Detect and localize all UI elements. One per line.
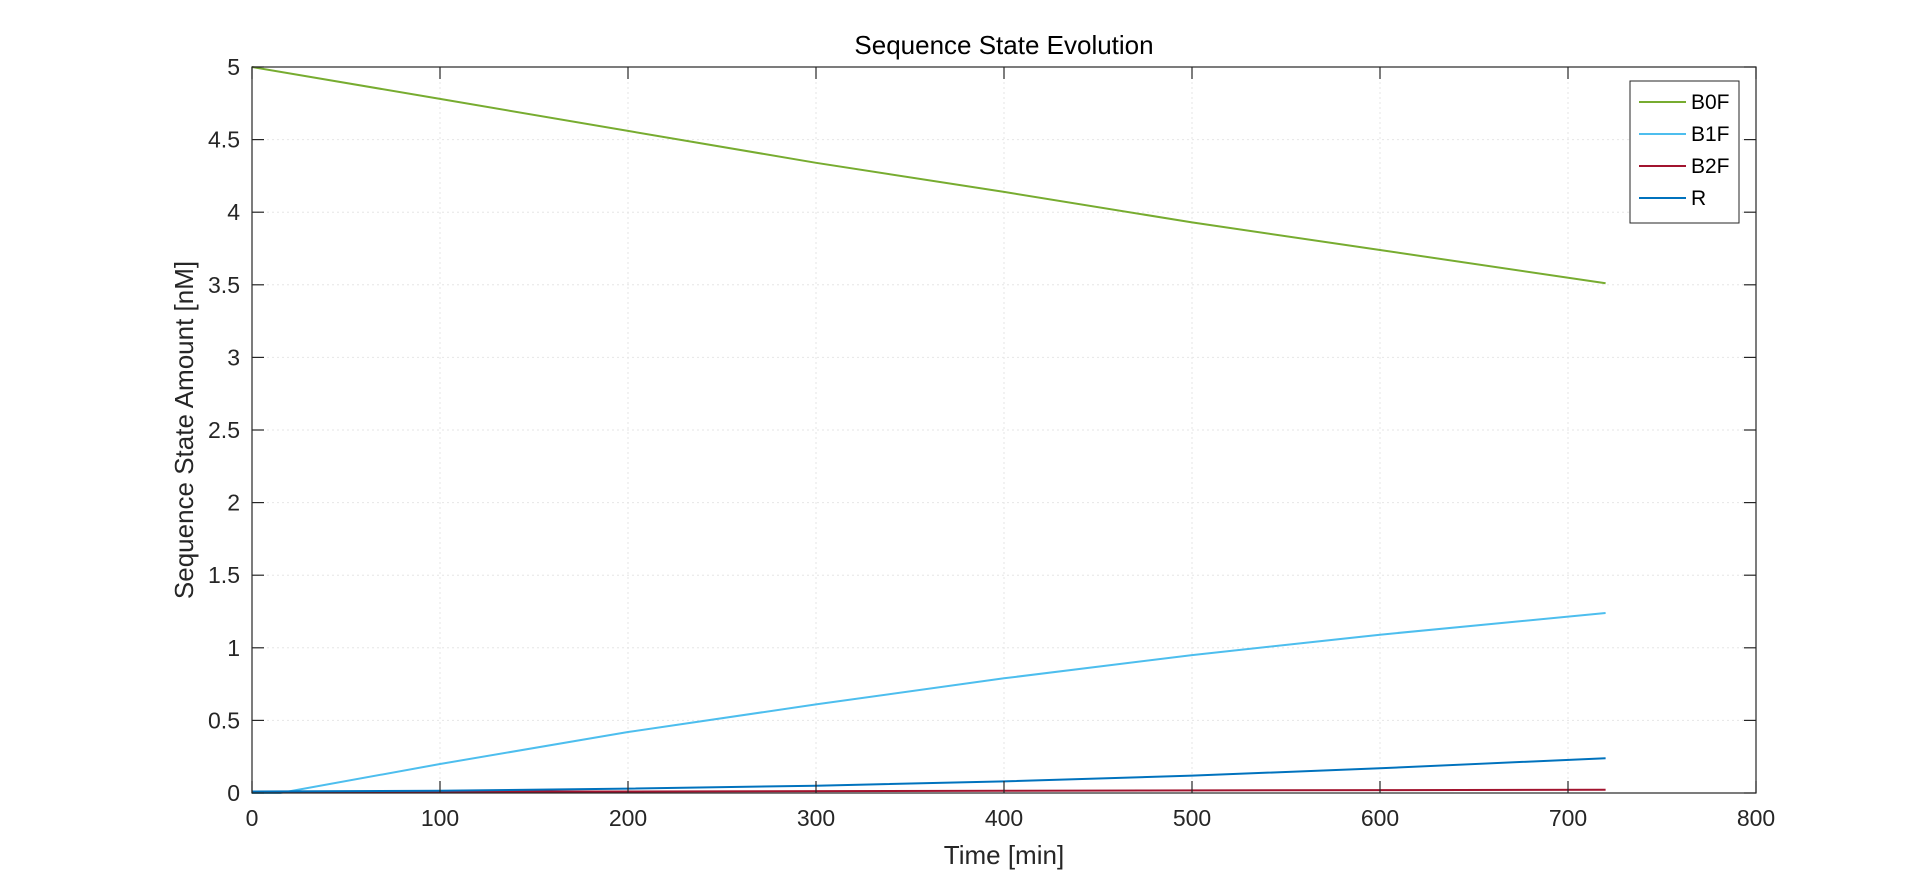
chart-title: Sequence State Evolution (854, 30, 1153, 60)
y-tick-label: 3.5 (208, 272, 240, 298)
legend-label-b0f: B0F (1691, 91, 1730, 114)
x-tick-label: 500 (1173, 805, 1211, 831)
y-tick-label: 4.5 (208, 127, 240, 153)
legend-label-b1f: B1F (1691, 123, 1730, 146)
x-tick-label: 400 (985, 805, 1023, 831)
tick-labels: 0 100 200 300 400 500 600 700 800 0 0.5 1 1.5 2 2.5 3 3.… (208, 54, 1775, 831)
legend-label-r: R (1691, 187, 1706, 210)
y-axis-label: Sequence State Amount [nM] (169, 261, 199, 599)
y-tick-label: 0 (227, 780, 240, 806)
y-tick-label: 1.5 (208, 562, 240, 588)
series-line-b0f (251, 66, 1606, 285)
x-tick-label: 700 (1549, 805, 1587, 831)
x-tick-label: 100 (421, 805, 459, 831)
x-tick-label: 300 (797, 805, 835, 831)
x-tick-label: 600 (1361, 805, 1399, 831)
y-tick-label: 5 (227, 54, 240, 80)
x-tick-label: 200 (609, 805, 647, 831)
x-tick-label: 0 (246, 805, 259, 831)
y-tick-label: 2 (227, 490, 240, 516)
y-tick-label: 4 (227, 199, 240, 225)
y-tick-label: 0.5 (208, 707, 240, 733)
y-tick-label: 3 (227, 344, 240, 370)
x-tick-label: 800 (1737, 805, 1775, 831)
y-tick-label: 2.5 (208, 417, 240, 443)
series-line-r (251, 757, 1606, 793)
legend: B0F B1F B2F R (1629, 80, 1740, 224)
legend-box (1629, 80, 1740, 224)
axes (251, 66, 1757, 794)
x-axis-label: Time [min] (944, 840, 1064, 870)
legend-label-b2f: B2F (1691, 155, 1730, 178)
y-tick-label: 1 (227, 635, 240, 661)
series-line-b1f (252, 612, 1606, 794)
